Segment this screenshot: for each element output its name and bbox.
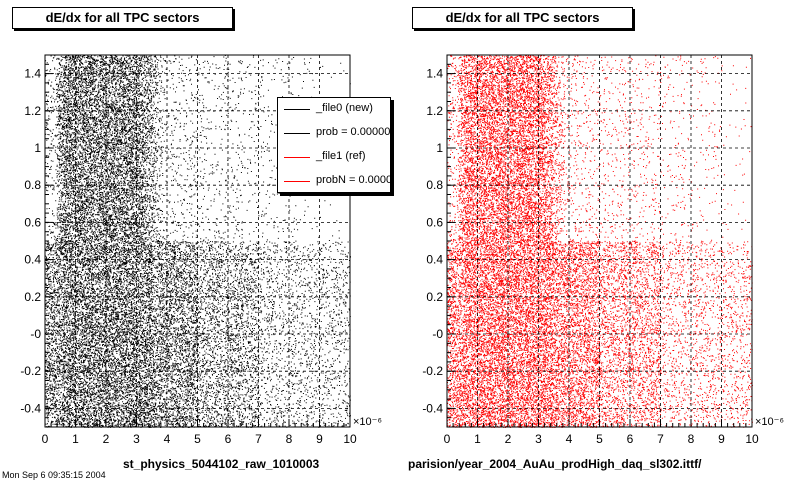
left-title: dE/dx for all TPC sectors <box>12 7 233 29</box>
y-tick-label: 1.4 <box>426 67 443 81</box>
right-title: dE/dx for all TPC sectors <box>412 7 633 29</box>
y-tick-label: 0.8 <box>426 178 443 192</box>
y-tick-label: 1.4 <box>24 67 41 81</box>
legend-label-file1: _file1 (ref) <box>316 150 366 162</box>
plot-right: 0 1 2 3 4 5 6 7 8 9 10 -0.4 -0.2 -0 0.2 0.4 0.6 0.8 1 1.2 1.… <box>422 54 784 446</box>
x-tick-label: 2 <box>505 432 512 446</box>
legend-entry-file1: _file1 (ref) <box>278 146 390 170</box>
y-tick-label: 1.2 <box>24 104 41 118</box>
x-tick-label: 8 <box>286 432 293 446</box>
y-tick-label: -0.2 <box>20 364 41 378</box>
x-tick-label: 10 <box>343 432 357 446</box>
x-tick-label: 3 <box>133 432 140 446</box>
y-tick-label: -0.4 <box>20 401 41 415</box>
y-tick-label: 1.2 <box>426 104 443 118</box>
data-points <box>45 55 351 428</box>
x-tick-label: 6 <box>225 432 232 446</box>
y-tick-label: 0.6 <box>426 215 443 229</box>
y-tick-label: 0.2 <box>24 290 41 304</box>
legend-line-probn <box>284 181 310 182</box>
legend-entry-prob: prob = 0.000000 <box>278 122 391 146</box>
x-tick-label: 8 <box>688 432 695 446</box>
x-tick-label: 3 <box>535 432 542 446</box>
y-tick-label: -0.4 <box>422 401 443 415</box>
x-tick-label: 4 <box>566 432 573 446</box>
x-exponent-label: ×10⁻⁶ <box>353 416 382 428</box>
x-tick-label: 5 <box>194 432 201 446</box>
y-tick-label: -0 <box>30 327 41 341</box>
legend-line-file1 <box>284 157 310 158</box>
legend-label-probn: probN = 0.000000 <box>316 174 391 186</box>
x-tick-label: 1 <box>474 432 481 446</box>
x-tick-label: 4 <box>164 432 171 446</box>
y-tick-label: 1 <box>34 141 41 155</box>
y-tick-label: 0.6 <box>24 215 41 229</box>
x-tick-label: 7 <box>255 432 262 446</box>
x-tick-label: 7 <box>657 432 664 446</box>
x-tick-label: 9 <box>718 432 725 446</box>
x-tick-label: 2 <box>103 432 110 446</box>
x-exponent-label: ×10⁻⁶ <box>755 416 784 428</box>
x-tick-label: 0 <box>444 432 451 446</box>
left-x-axis-title: st_physics_5044102_raw_1010003 <box>123 457 320 471</box>
x-tick-label: 6 <box>627 432 634 446</box>
legend-entry-file0: _file0 (new) <box>278 98 390 122</box>
x-tick-label: 9 <box>316 432 323 446</box>
y-tick-label: 0.8 <box>24 178 41 192</box>
x-tick-label: 0 <box>42 432 49 446</box>
legend-line-file0 <box>284 109 310 110</box>
legend-line-prob <box>284 133 310 134</box>
legend-label-prob: prob = 0.000000 <box>316 126 391 138</box>
y-tick-label: -0.2 <box>422 364 443 378</box>
footer-timestamp: Mon Sep 6 09:35:15 2004 <box>2 470 106 480</box>
right-x-axis-title: parision/year_2004_AuAu_prodHigh_daq_sl3… <box>408 457 702 471</box>
legend-entry-probn: probN = 0.000000 <box>278 170 391 192</box>
right-title-text: dE/dx for all TPC sectors <box>445 10 600 25</box>
y-tick-label: 0.4 <box>426 253 443 267</box>
left-title-text: dE/dx for all TPC sectors <box>45 10 200 25</box>
x-tick-label: 5 <box>596 432 603 446</box>
legend: _file0 (new) prob = 0.000000 _file1 (ref… <box>277 97 391 193</box>
y-tick-label: -0 <box>432 327 443 341</box>
y-tick-label: 1 <box>436 141 443 155</box>
x-tick-label: 10 <box>745 432 759 446</box>
legend-label-file0: _file0 (new) <box>316 102 373 114</box>
x-tick-label: 1 <box>72 432 79 446</box>
y-tick-label: 0.4 <box>24 253 41 267</box>
y-tick-label: 0.2 <box>426 290 443 304</box>
